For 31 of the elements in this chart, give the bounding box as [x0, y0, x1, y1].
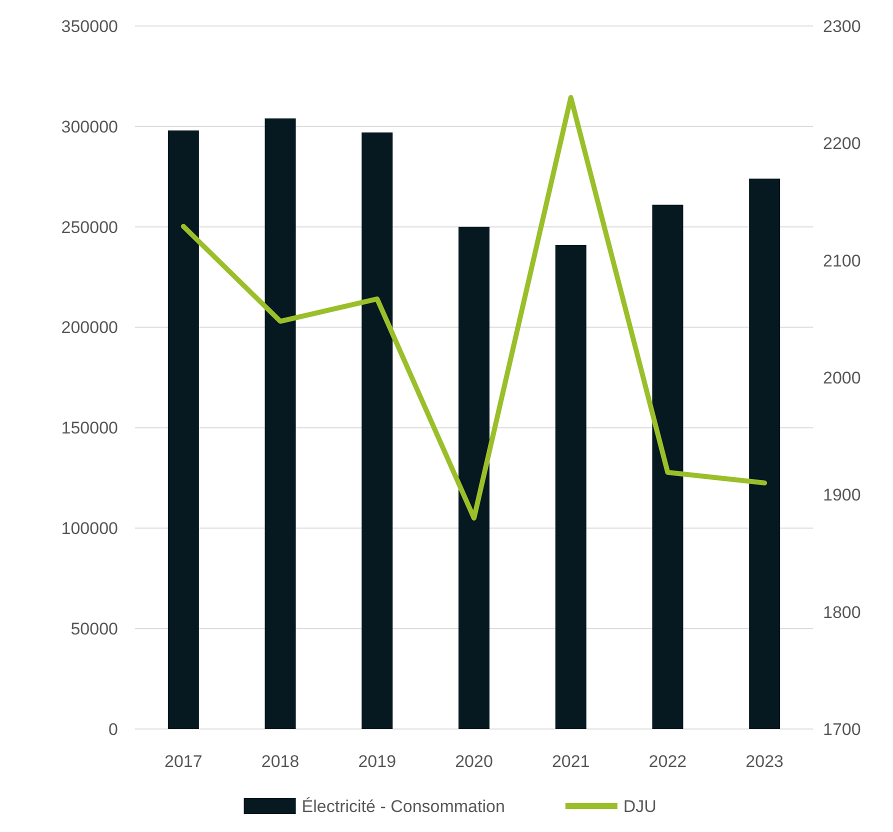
bar: [652, 204, 684, 729]
bar: [458, 226, 490, 729]
x-tick-label: 2018: [261, 752, 300, 771]
y-tick-label: 50000: [70, 620, 118, 639]
x-tick-label: 2020: [455, 752, 493, 771]
y-tick-label: 100000: [61, 519, 118, 538]
bar: [362, 132, 393, 729]
y-tick-label: 350000: [61, 16, 118, 36]
y2-tick-label: 1800: [823, 602, 861, 622]
x-tick-label: 2022: [648, 752, 687, 771]
y2-tick-label: 1700: [823, 720, 861, 739]
y2-tick-label: 2100: [823, 251, 861, 270]
bar: [749, 178, 780, 729]
bar: [264, 118, 296, 729]
y2-tick-label: 2000: [823, 368, 861, 388]
y2-tick-label: 1900: [823, 486, 861, 505]
legend-label: Électricité - Consommation: [302, 796, 505, 816]
x-tick-label: 2023: [746, 752, 784, 771]
legend-label: DJU: [623, 796, 656, 816]
bar: [555, 244, 586, 729]
y-tick-label: 300000: [61, 117, 118, 136]
x-tick-label: 2019: [358, 752, 396, 771]
bar: [168, 130, 199, 729]
y-tick-label: 250000: [61, 218, 118, 237]
y-tick-label: 200000: [61, 318, 118, 338]
y2-tick-label: 2300: [823, 16, 861, 36]
y2-tick-label: 2200: [823, 134, 861, 154]
x-tick-label: 2021: [552, 752, 590, 771]
x-tick-label: 2017: [164, 752, 202, 771]
y-tick-label: 0: [108, 720, 118, 739]
y-tick-label: 150000: [61, 418, 118, 438]
